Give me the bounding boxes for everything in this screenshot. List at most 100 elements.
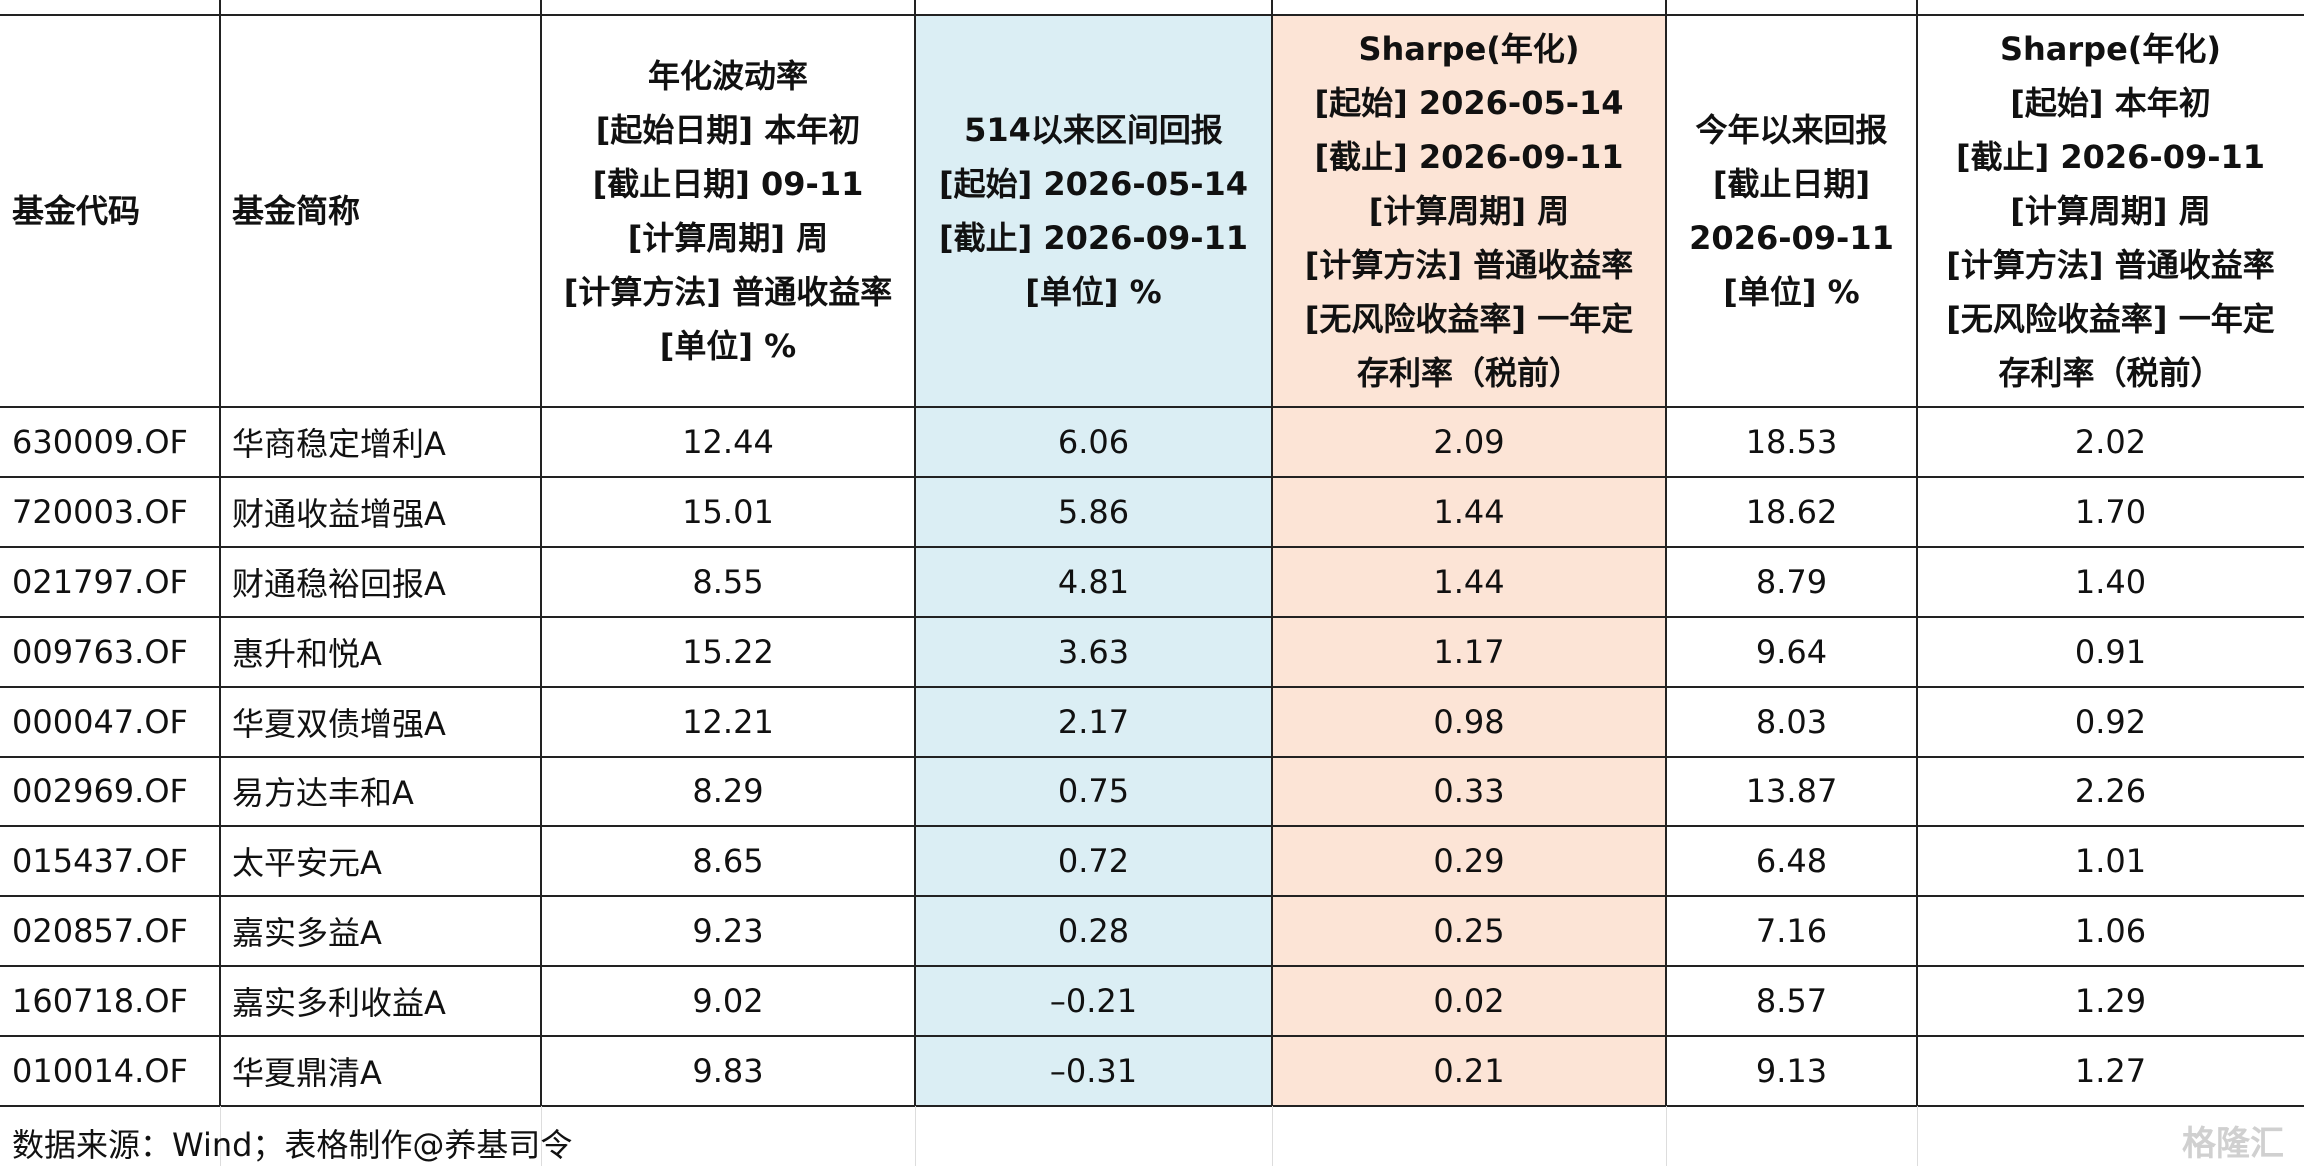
data-cell: 8.57: [1755, 982, 1828, 1021]
data-cell: 1.44: [1433, 562, 1505, 601]
header-text: [计算周期] 周: [1368, 192, 1570, 230]
column-line: [1271, 0, 1273, 1106]
data-cell: 8.65: [692, 842, 764, 881]
header-text: 存利率（税前）: [1998, 354, 2223, 392]
header-text: [截止] 2026-09-11: [1955, 138, 2266, 176]
data-cell: 嘉实多利收益A: [232, 984, 446, 1023]
data-cell: 720003.OF: [12, 492, 188, 531]
data-cell: 4.81: [1057, 562, 1130, 601]
data-cell: 嘉实多益A: [232, 914, 382, 953]
data-cell: 惠升和悦A: [232, 634, 382, 673]
header-text: 今年以来回报: [1695, 111, 1888, 149]
header-cell: Sharpe(年化) [起始] 本年初 [截止] 2026-09-11 [计算周期] …: [1917, 15, 2304, 407]
data-cell: 1.06: [2074, 912, 2147, 951]
header-text: [计算周期] 周: [2010, 192, 2211, 230]
data-cell: 2.02: [2074, 422, 2147, 461]
header-cell: 基金简称: [220, 15, 541, 407]
data-cell: 5.86: [1057, 492, 1130, 531]
header-text: 基金代码: [12, 192, 141, 230]
data-cell: 0.29: [1433, 842, 1505, 881]
data-cell: 财通收益增强A: [232, 494, 446, 533]
data-cell: 630009.OF: [12, 422, 188, 461]
header-text: [单位] %: [1723, 273, 1860, 311]
row-line: [0, 965, 2304, 968]
row-line: [0, 615, 2304, 618]
data-cell: 015437.OF: [12, 842, 188, 881]
data-cell: 0.25: [1433, 912, 1505, 951]
data-cell: 12.44: [682, 422, 774, 461]
data-cell: 0.21: [1433, 1052, 1505, 1091]
column-line-faint: [1666, 1106, 1667, 1166]
data-cell: –0.31: [1049, 1052, 1138, 1091]
data-cell: 2.09: [1433, 422, 1505, 461]
data-cell: 8.79: [1755, 562, 1828, 601]
row-line: [0, 685, 2304, 688]
data-cell: 0.72: [1057, 842, 1130, 881]
header-text: [计算方法] 普通收益率: [563, 273, 893, 311]
data-cell: 020857.OF: [12, 912, 188, 951]
data-cell: 1.70: [2074, 492, 2147, 531]
data-cell: 0.92: [2074, 702, 2147, 741]
data-cell: 1.27: [2074, 1052, 2147, 1091]
data-cell: 13.87: [1745, 772, 1838, 811]
header-text: [计算方法] 普通收益率: [1304, 246, 1634, 284]
data-cell: 0.91: [2074, 632, 2147, 671]
data-cell: 华商稳定增利A: [232, 424, 446, 463]
header-text: [截止] 2026-09-11: [938, 219, 1249, 257]
header-text: [计算周期] 周: [627, 219, 829, 257]
header-cell: Sharpe(年化) [起始] 2026-05-14 [截止] 2026-09-11…: [1272, 15, 1666, 407]
row-line: [0, 1105, 2304, 1107]
column-line-faint: [220, 1106, 221, 1166]
header-text: [截止] 2026-09-11: [1314, 138, 1624, 176]
data-cell: 7.16: [1755, 912, 1828, 951]
column-line: [219, 0, 221, 1106]
data-cell: 2.17: [1057, 702, 1130, 741]
data-cell: 3.63: [1057, 632, 1130, 671]
data-cell: 易方达丰和A: [232, 774, 414, 813]
row-line: [0, 825, 2304, 828]
data-cell: 021797.OF: [12, 562, 188, 601]
data-cell: 1.44: [1433, 492, 1505, 531]
header-cell: 年化波动率 [起始日期] 本年初 [截止日期] 09-11 [计算周期] 周 [计算方法…: [541, 15, 915, 407]
data-cell: 15.22: [682, 632, 774, 671]
header-text: Sharpe(年化): [1358, 30, 1580, 68]
header-text: [起始] 2026-05-14: [1314, 84, 1624, 122]
data-cell: 002969.OF: [12, 772, 188, 811]
data-cell: 1.01: [2074, 842, 2147, 881]
data-cell: 1.40: [2074, 562, 2147, 601]
data-cell: 1.17: [1433, 632, 1505, 671]
data-cell: 8.55: [692, 562, 764, 601]
header-cell: 今年以来回报 [截止日期] 2026-09-11 [单位] %: [1666, 15, 1917, 407]
column-line: [914, 0, 916, 1106]
column-line-faint: [1917, 1106, 1918, 1166]
row-line: [0, 14, 2304, 16]
data-cell: 华夏双债增强A: [232, 704, 446, 743]
header-text: 年化波动率: [647, 57, 808, 95]
header-text: [无风险收益率] 一年定: [1304, 300, 1634, 338]
header-text: [起始] 2026-05-14: [938, 165, 1249, 203]
header-text: [单位] %: [659, 327, 797, 365]
data-cell: 华夏鼎清A: [232, 1054, 382, 1093]
header-text: [截止日期] 09-11: [592, 165, 864, 203]
watermark: 格隆汇: [2182, 1124, 2284, 1164]
data-cell: 0.33: [1433, 772, 1505, 811]
data-cell: 18.62: [1745, 492, 1838, 531]
data-cell: 6.48: [1755, 842, 1828, 881]
data-cell: 太平安元A: [232, 844, 382, 883]
header-cell: 514以来区间回报 [起始] 2026-05-14 [截止] 2026-09-11 […: [915, 15, 1272, 407]
data-cell: 0.75: [1057, 772, 1130, 811]
data-cell: 9.83: [692, 1052, 764, 1091]
data-cell: 12.21: [682, 702, 774, 741]
header-text: [计算方法] 普通收益率: [1946, 246, 2275, 284]
data-cell: 0.98: [1433, 702, 1505, 741]
column-line-faint: [915, 1106, 916, 1166]
row-line: [0, 545, 2304, 548]
data-cell: 6.06: [1057, 422, 1130, 461]
column-line-faint: [1272, 1106, 1273, 1166]
row-line: [0, 1035, 2304, 1038]
row-line: [0, 755, 2304, 758]
data-cell: 9.64: [1755, 632, 1828, 671]
header-text: 基金简称: [232, 192, 361, 230]
header-text: [无风险收益率] 一年定: [1946, 300, 2275, 338]
